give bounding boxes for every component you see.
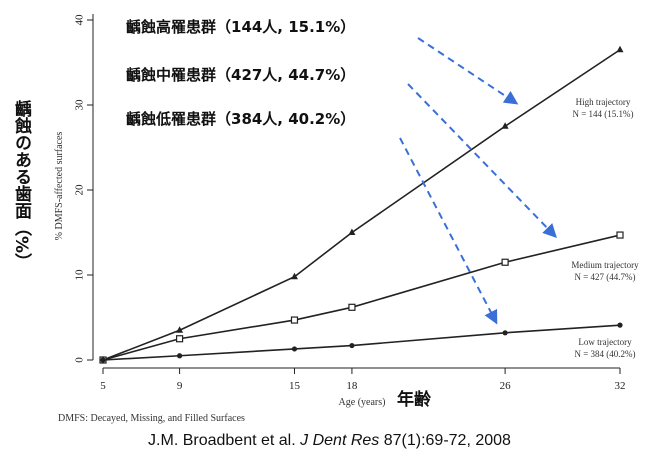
annotations: 齲蝕高罹患群（144人, 15.1%） 齲蝕中罹患群（427人, 44.7%） 齲蝕…	[126, 18, 557, 325]
citation-authors: J.M. Broadbent et al.	[148, 432, 296, 449]
y-tick-label: 30	[74, 99, 86, 111]
annotation-label-3: 齲蝕低罹患群（384人, 40.2%）	[126, 110, 355, 128]
x-tick-label: 26	[500, 380, 512, 392]
series-line-1	[102, 49, 621, 361]
point-marker	[616, 231, 624, 239]
x-tick-label: 32	[615, 380, 626, 392]
annotation-label-1: 齲蝕高罹患群（144人, 15.1%）	[126, 18, 355, 36]
citation: J.M. Broadbent et al. J Dent Res 87(1):6…	[0, 432, 659, 450]
x-axis-title: Age (years)	[339, 397, 386, 408]
point-marker	[291, 346, 298, 352]
y-axis-label-jp: 齲蝕のある歯面（%）	[11, 100, 31, 271]
point-marker	[348, 228, 356, 235]
series-n-3: N = 384 (40.2%)	[574, 349, 635, 359]
citation-details: 87(1):69-72, 2008	[383, 432, 511, 449]
point-marker	[100, 357, 106, 363]
x-tick-label: 18	[346, 380, 358, 392]
x-axis-label-jp: 年齢	[397, 390, 431, 410]
annotation-arrow-1	[417, 37, 519, 105]
trajectory-chart: 0 10 20 30 40 5 9 15 18 26 32 % DMFS-affected surfa…	[54, 14, 639, 408]
series-n-2: N = 427 (44.7%)	[574, 272, 635, 282]
point-marker	[501, 258, 509, 266]
series-line-3	[102, 324, 621, 361]
x-tick-label: 9	[177, 380, 183, 392]
series-markers	[99, 45, 624, 364]
point-marker	[290, 316, 299, 324]
series-n-1: N = 144 (15.1%)	[572, 109, 633, 119]
citation-journal: J Dent Res	[300, 432, 380, 449]
annotation-label-2: 齲蝕中罹患群（427人, 44.7%）	[126, 66, 355, 84]
series-labels: High trajectory N = 144 (15.1%) Medium tra…	[571, 97, 639, 359]
y-tick-label: 20	[74, 184, 86, 196]
y-tick-label: 10	[74, 269, 86, 281]
series-name-1: High trajectory	[576, 97, 631, 107]
y-tick-label: 40	[74, 14, 86, 26]
point-marker	[176, 353, 183, 359]
point-marker	[290, 272, 298, 280]
point-marker	[616, 45, 624, 53]
y-axis-title: % DMFS-affected surfaces	[54, 132, 65, 241]
point-marker	[175, 335, 184, 343]
series-name-2: Medium trajectory	[571, 260, 639, 270]
point-marker	[501, 122, 509, 129]
x-tick-label: 15	[289, 380, 301, 392]
point-marker	[348, 303, 356, 311]
footnote: DMFS: Decayed, Missing, and Filled Surfa…	[58, 413, 245, 424]
series-name-3: Low trajectory	[578, 337, 632, 347]
x-tick-label: 5	[100, 380, 106, 392]
series-line-2	[102, 234, 621, 361]
axes: 0 10 20 30 40 5 9 15 18 26 32 % DMFS-affected surfa…	[54, 14, 626, 408]
point-marker	[176, 326, 184, 333]
annotation-arrow-3	[399, 137, 498, 325]
y-tick-label: 0	[74, 357, 86, 363]
point-marker	[349, 342, 355, 349]
point-marker	[502, 330, 508, 336]
point-marker	[617, 322, 623, 328]
series-lines	[102, 49, 621, 361]
